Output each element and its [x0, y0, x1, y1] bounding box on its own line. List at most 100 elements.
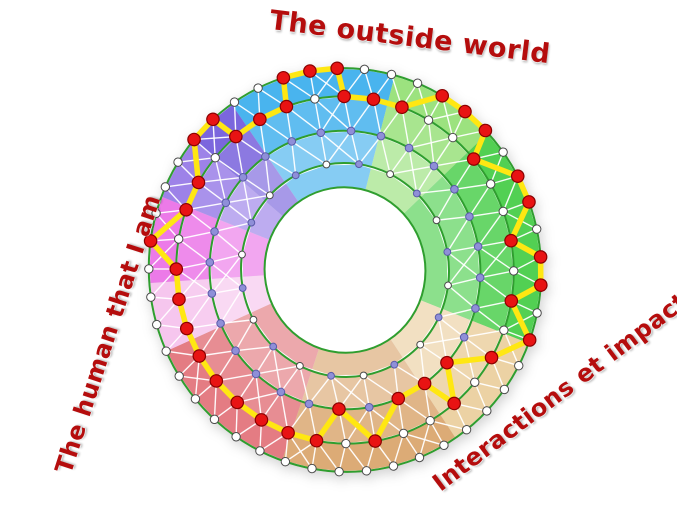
- node[interactable]: [498, 147, 508, 157]
- node[interactable]: [414, 452, 425, 463]
- node[interactable]: [253, 83, 263, 93]
- node[interactable]: [434, 313, 443, 322]
- node[interactable]: [482, 406, 492, 416]
- node[interactable]: [359, 64, 370, 75]
- selected-node[interactable]: [332, 402, 346, 416]
- node[interactable]: [291, 171, 300, 180]
- node[interactable]: [465, 212, 474, 221]
- node[interactable]: [231, 432, 241, 442]
- node[interactable]: [388, 461, 399, 471]
- node[interactable]: [238, 284, 247, 292]
- node[interactable]: [412, 78, 423, 88]
- node[interactable]: [269, 342, 278, 351]
- node[interactable]: [160, 182, 171, 192]
- node[interactable]: [238, 172, 248, 182]
- node[interactable]: [322, 160, 331, 169]
- node[interactable]: [532, 224, 542, 234]
- node[interactable]: [509, 266, 519, 276]
- node[interactable]: [499, 384, 510, 395]
- node[interactable]: [443, 248, 452, 256]
- node[interactable]: [429, 161, 439, 171]
- node[interactable]: [475, 273, 485, 282]
- node[interactable]: [412, 189, 421, 198]
- node[interactable]: [473, 242, 483, 251]
- node[interactable]: [247, 218, 256, 227]
- selected-node[interactable]: [187, 132, 201, 147]
- selected-node[interactable]: [510, 169, 525, 183]
- node[interactable]: [444, 281, 452, 290]
- selected-node[interactable]: [447, 396, 461, 411]
- node[interactable]: [361, 466, 372, 476]
- node[interactable]: [152, 319, 162, 330]
- node[interactable]: [144, 264, 154, 274]
- node[interactable]: [238, 250, 246, 259]
- node[interactable]: [249, 315, 258, 324]
- selected-node[interactable]: [279, 99, 294, 114]
- selected-node[interactable]: [191, 175, 206, 190]
- node[interactable]: [398, 428, 409, 439]
- selected-node[interactable]: [281, 425, 295, 440]
- node[interactable]: [341, 438, 351, 449]
- node[interactable]: [448, 132, 458, 143]
- node[interactable]: [307, 463, 317, 474]
- selected-node[interactable]: [303, 64, 317, 78]
- selected-node[interactable]: [533, 250, 548, 264]
- node[interactable]: [251, 369, 261, 379]
- node[interactable]: [416, 340, 425, 349]
- node[interactable]: [173, 157, 183, 167]
- node[interactable]: [425, 416, 435, 426]
- selected-node[interactable]: [230, 395, 245, 410]
- node[interactable]: [346, 126, 356, 136]
- node[interactable]: [190, 394, 201, 404]
- selected-node[interactable]: [206, 112, 220, 127]
- selected-node[interactable]: [209, 374, 224, 388]
- node[interactable]: [364, 402, 374, 412]
- node[interactable]: [485, 179, 496, 189]
- node[interactable]: [205, 258, 215, 267]
- selected-node[interactable]: [395, 100, 409, 115]
- node[interactable]: [207, 289, 217, 298]
- node[interactable]: [404, 143, 414, 153]
- node[interactable]: [334, 466, 344, 477]
- node[interactable]: [146, 292, 156, 302]
- node[interactable]: [304, 399, 314, 409]
- node[interactable]: [229, 97, 240, 107]
- node[interactable]: [423, 115, 434, 125]
- selected-node[interactable]: [484, 350, 499, 365]
- selected-node[interactable]: [458, 104, 472, 119]
- node[interactable]: [231, 346, 240, 356]
- node[interactable]: [276, 387, 286, 397]
- node[interactable]: [390, 360, 399, 369]
- node[interactable]: [310, 94, 320, 104]
- node[interactable]: [514, 360, 524, 371]
- selected-node[interactable]: [169, 262, 184, 276]
- node[interactable]: [280, 456, 291, 467]
- selected-node[interactable]: [391, 391, 406, 406]
- node[interactable]: [376, 131, 386, 141]
- sector-green[interactable]: [392, 127, 557, 361]
- node[interactable]: [386, 170, 395, 179]
- selected-node[interactable]: [504, 294, 519, 308]
- sector-slate-purple[interactable]: [189, 95, 301, 230]
- selected-node[interactable]: [143, 234, 158, 248]
- selected-node[interactable]: [522, 333, 537, 347]
- node[interactable]: [265, 191, 274, 200]
- node[interactable]: [210, 153, 220, 163]
- selected-node[interactable]: [534, 278, 548, 292]
- node[interactable]: [439, 440, 449, 450]
- selected-node[interactable]: [179, 202, 193, 217]
- node[interactable]: [470, 377, 480, 387]
- selected-node[interactable]: [466, 152, 481, 166]
- node[interactable]: [295, 361, 304, 370]
- selected-node[interactable]: [504, 233, 518, 248]
- node[interactable]: [459, 332, 469, 342]
- node[interactable]: [174, 371, 184, 381]
- node[interactable]: [432, 216, 441, 225]
- selected-node[interactable]: [192, 349, 207, 363]
- node[interactable]: [461, 425, 472, 435]
- node[interactable]: [355, 160, 363, 169]
- selected-node[interactable]: [522, 195, 536, 209]
- node[interactable]: [221, 198, 231, 208]
- node[interactable]: [386, 69, 397, 80]
- selected-node[interactable]: [276, 70, 291, 85]
